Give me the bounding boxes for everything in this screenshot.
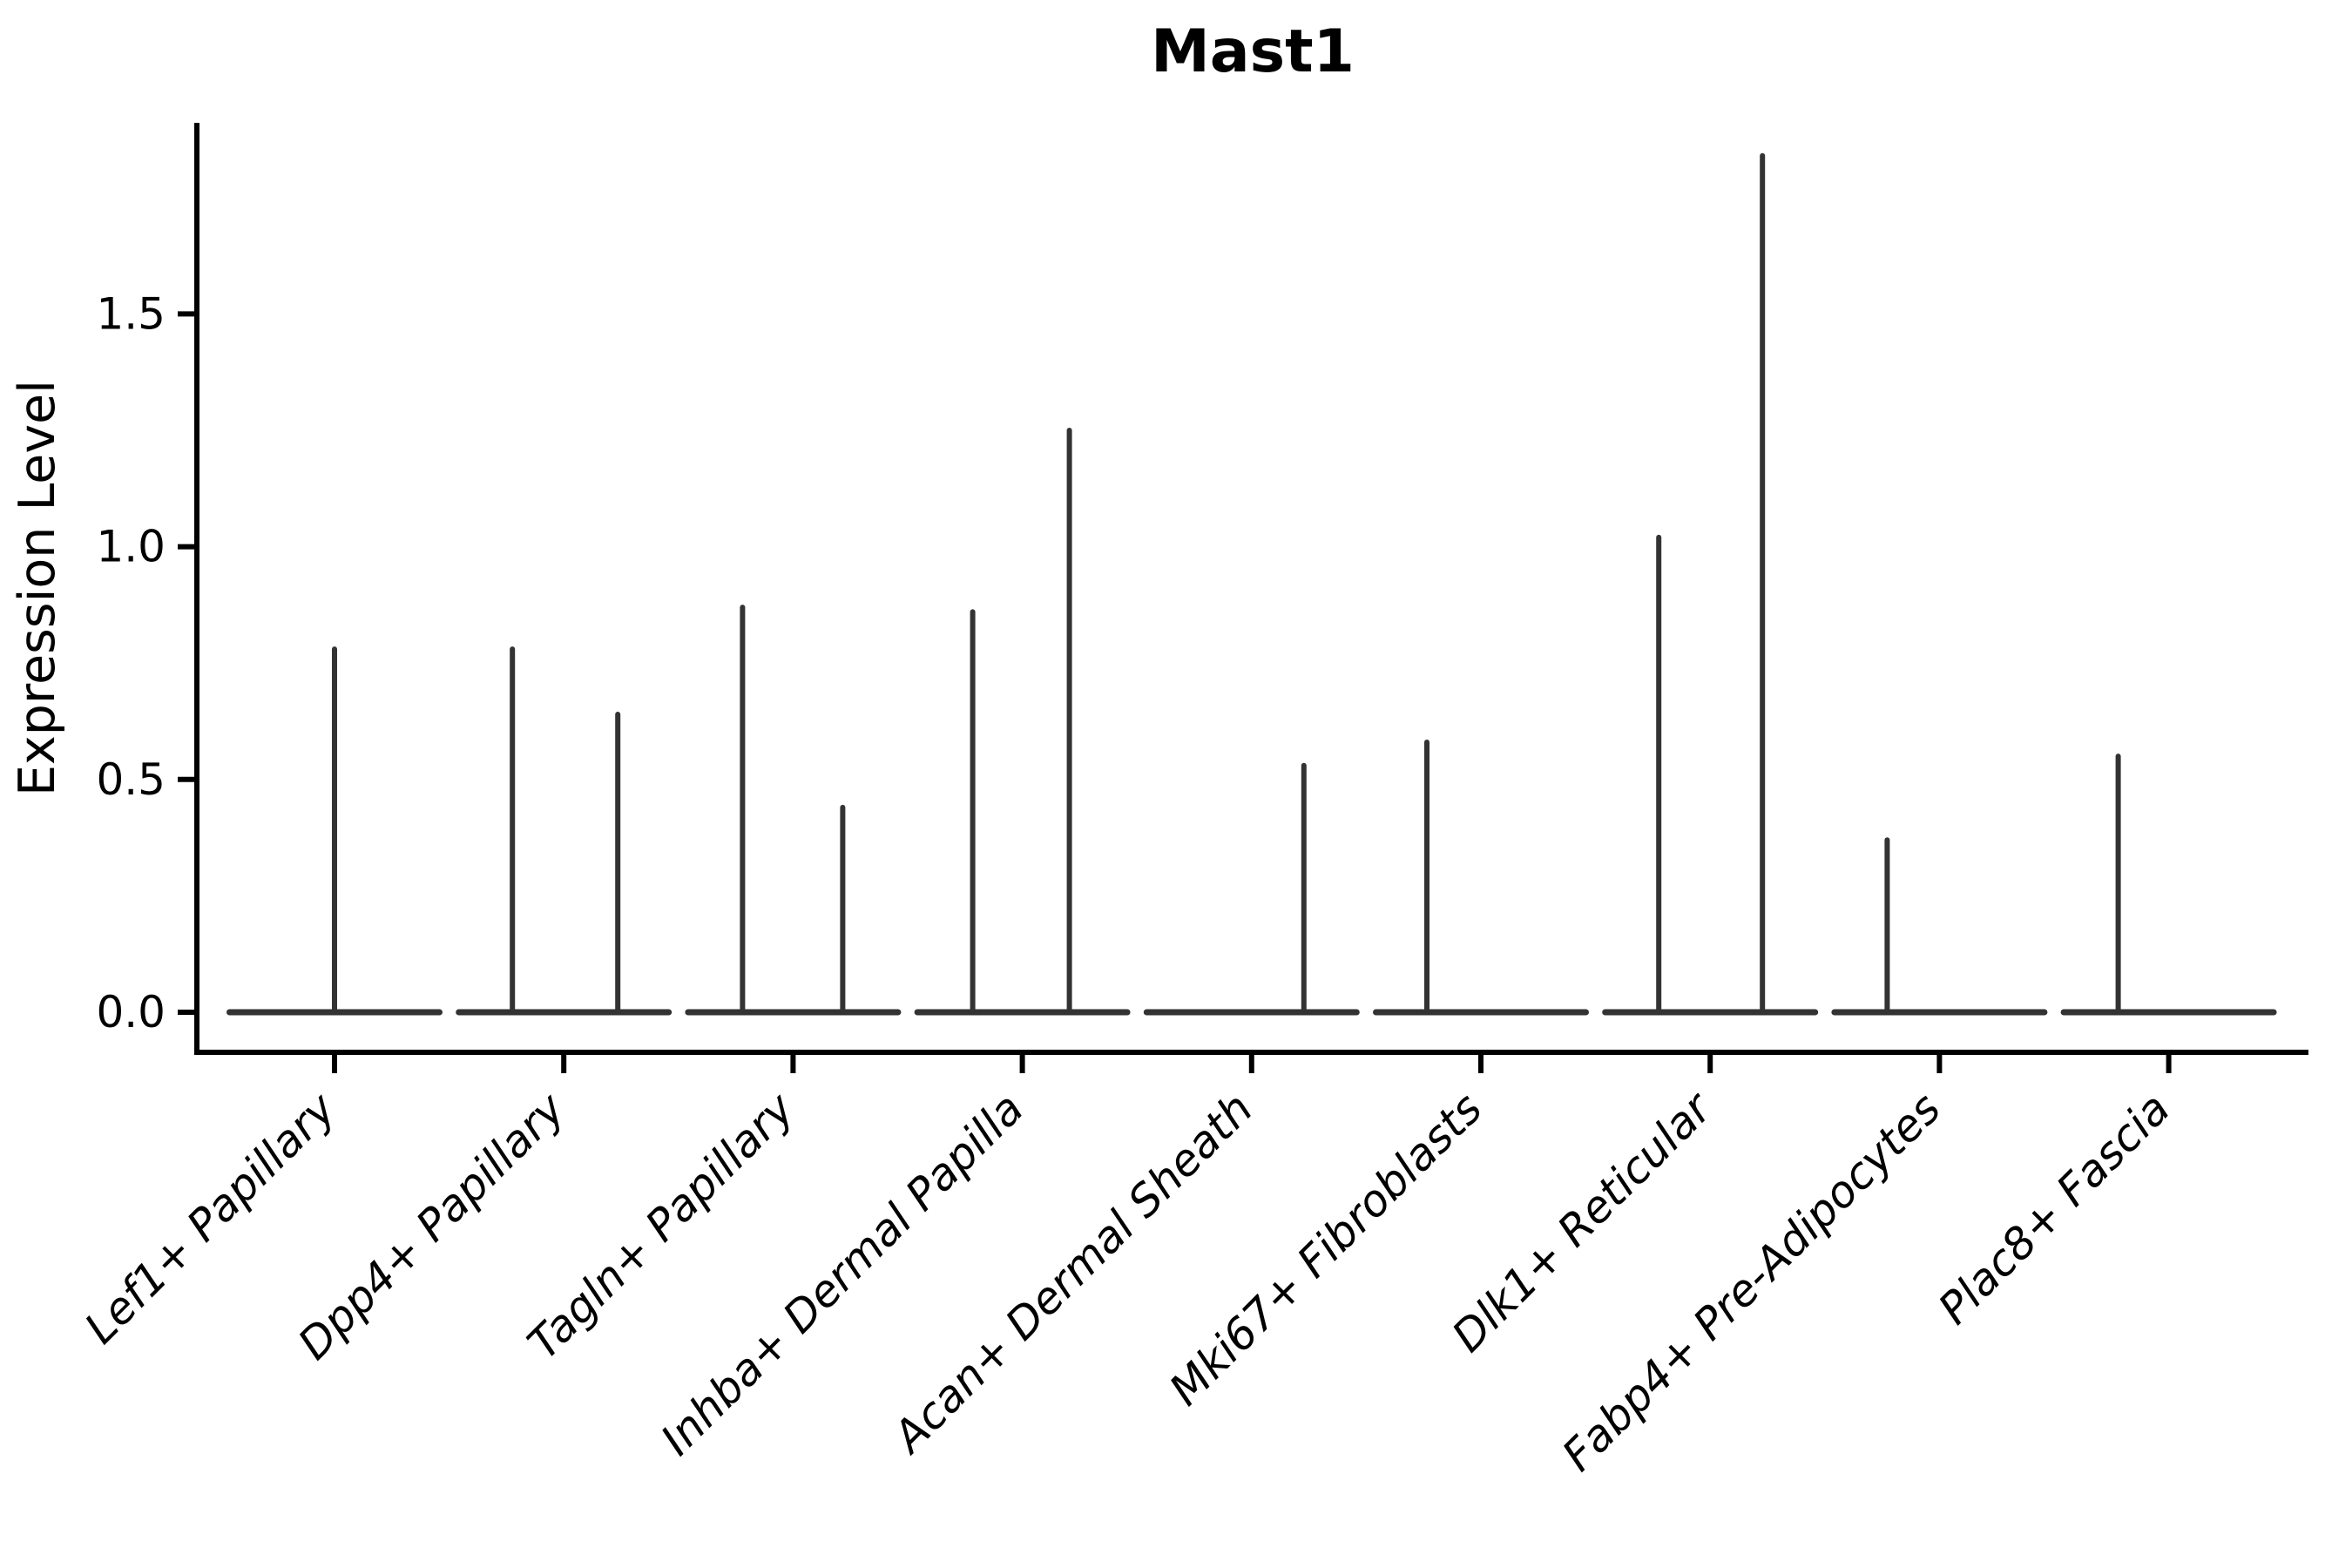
x-tick-label: Fabp4+ Pre-Adipocytes — [1552, 1083, 1950, 1481]
violin — [226, 646, 443, 1016]
x-tick-label: Inhba+ Dermal Papilla — [652, 1083, 1033, 1464]
y-tick-label: 0.0 — [96, 987, 166, 1037]
violin — [1143, 762, 1360, 1016]
y-axis-label: Expression Level — [9, 380, 66, 796]
violin — [685, 605, 902, 1016]
x-tick-label: Acan+ Dermal Sheath — [882, 1083, 1262, 1463]
x-tick-label: Plac8+ Fascia — [1929, 1083, 2180, 1334]
violin-group — [226, 152, 2277, 1016]
y-tick-label: 1.5 — [96, 288, 166, 339]
violin — [914, 428, 1131, 1016]
x-tick-label: Lef1+ Papillary — [75, 1082, 346, 1353]
plot-title: Mast1 — [1151, 17, 1355, 86]
y-tick-group: 0.0 0.5 1.0 1.5 — [96, 288, 197, 1037]
violin — [2060, 754, 2277, 1016]
y-tick-label: 0.5 — [96, 754, 166, 805]
violin — [456, 646, 672, 1016]
violin — [1602, 152, 1819, 1016]
violin — [1373, 740, 1589, 1016]
violin — [1831, 837, 2048, 1016]
y-tick-label: 1.0 — [96, 522, 166, 572]
